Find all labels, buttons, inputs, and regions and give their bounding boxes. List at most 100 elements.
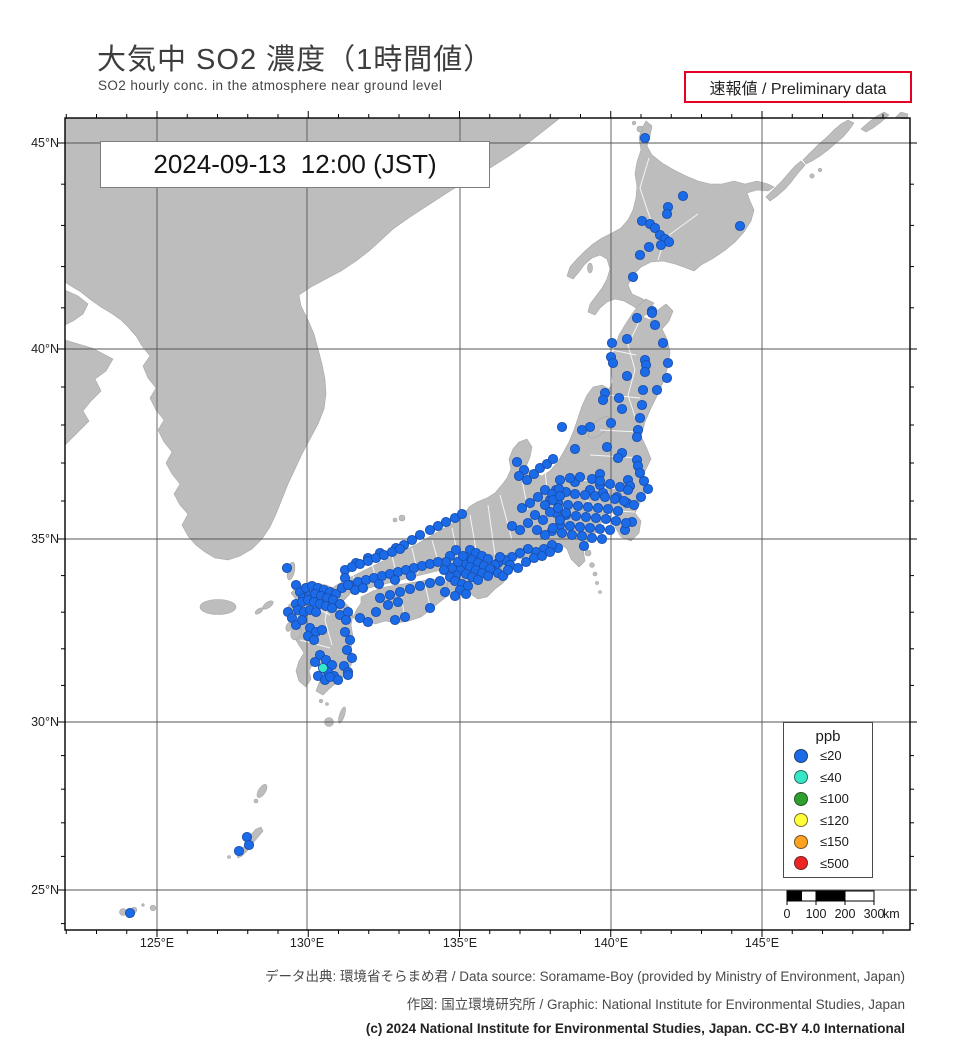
station-dot [579,489,591,501]
station-dot [634,467,646,479]
station-dot [457,550,469,562]
station-dot [392,596,404,608]
station-dot [374,592,386,604]
station-dot [326,602,338,614]
island-shikotan [809,173,815,179]
station-dot [574,521,586,533]
station-dot [612,452,624,464]
station-dot [601,441,613,453]
axis-label-lat: 35°N [31,532,59,546]
station-dot [373,578,385,590]
station-dot [449,590,461,602]
station-dot [513,470,525,482]
scale-bar-segment [844,890,875,902]
station-dot [621,370,633,382]
island-osumi [318,698,324,704]
station-dot [516,502,528,514]
station-dot [596,533,608,545]
station-dot [340,614,352,626]
station-dot [613,392,625,404]
station-dot [512,562,524,574]
footer-source: データ出典: 環境省そらまめ君 / Data source: Soramame-… [265,969,905,984]
station-dot [552,502,564,514]
station-dot [506,520,518,532]
island-rebun [631,120,637,126]
axis-label-lon: 125°E [139,936,175,950]
station-dot [406,534,418,546]
station-dot [638,475,650,487]
legend-entry-label: ≤500 [820,855,849,871]
island-osumi-2 [325,702,329,706]
station-dot [621,333,633,345]
station-dot [618,495,630,507]
island-miyako [149,904,157,912]
landmasses [64,111,909,916]
legend-entry-label: ≤150 [820,834,849,850]
station-dot [605,417,617,429]
station-dot [384,589,396,601]
island-rishiri [636,125,644,133]
island-izu-5 [598,590,602,594]
legend-entry: ≤500 [784,853,872,875]
station-dot [281,562,293,574]
station-dot [434,575,446,587]
station-dot [339,626,351,638]
axis-label-lon: 130°E [289,936,325,950]
station-dot [547,522,559,534]
station-dot [450,544,462,556]
station-dot [636,399,648,411]
island-izu-3 [592,571,598,577]
station-dot [394,543,406,555]
station-dot [649,222,661,234]
island-tanegashima [338,706,346,724]
station-dot [424,577,436,589]
island-goto [262,600,274,610]
legend-color-dot [794,834,808,849]
station-dot [399,611,411,623]
station-dot [639,132,651,144]
station-dot [460,588,472,600]
island-oki-2 [392,517,398,523]
station-dot [662,357,674,369]
scale-bar-segment [815,890,846,902]
station-dot [389,574,401,586]
axis-label-lon: 140°E [593,936,629,950]
station-dot [646,307,658,319]
station-dot [566,529,578,541]
station-dot [661,208,673,220]
map-canvas [58,111,917,937]
station-dot [522,517,534,529]
station-dot [521,474,533,486]
station-dot [594,475,606,487]
legend-color-dot [794,856,808,871]
station-dot [362,616,374,628]
station-dot [514,524,526,536]
station-dot [439,586,451,598]
station-dot [643,241,655,253]
station-dot [482,570,494,582]
station-dot [243,839,255,851]
landmass-jeju [199,599,237,615]
island-izu-4 [595,581,599,585]
legend-entry: ≤40 [784,767,872,789]
page-title: 大気中 SO2 濃度（1時間値） [97,44,494,76]
station-dots [124,132,746,919]
station-dot [370,606,382,618]
island-izu-oshima [584,549,592,557]
station-dot [599,491,611,503]
station-dot [610,515,622,527]
station-dot [514,547,526,559]
legend-entry-label: ≤100 [820,791,849,807]
station-dot [342,579,354,591]
station-dot [627,271,639,283]
station-dot [569,488,581,500]
station-dot [341,644,353,656]
station-dot [334,598,346,610]
station-dot [604,524,616,536]
landmass-kunashir [765,160,806,202]
station-dot [424,524,436,536]
station-dot [389,614,401,626]
station-dot [592,502,604,514]
station-dot [317,662,329,674]
station-dot [564,472,576,484]
